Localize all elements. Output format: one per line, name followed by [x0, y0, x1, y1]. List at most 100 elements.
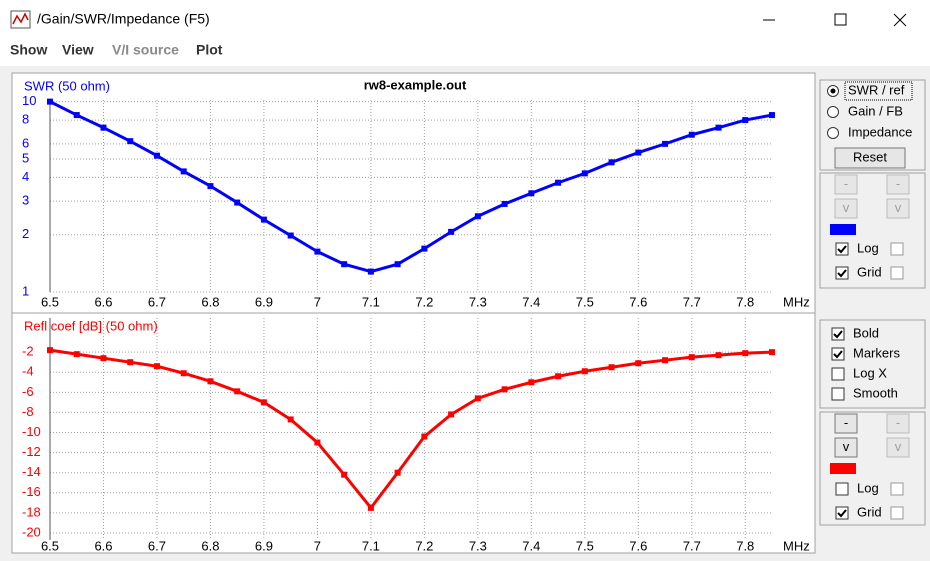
data-marker [742, 350, 749, 357]
checkbox-label: Log X [853, 365, 887, 380]
data-marker [100, 355, 107, 362]
y-tick-label: 10 [22, 93, 36, 108]
x-tick-label: 7.3 [469, 538, 487, 553]
data-marker [581, 368, 588, 375]
data-marker [127, 138, 134, 145]
button-label: v [843, 200, 850, 215]
button[interactable] [886, 437, 910, 458]
data-marker [73, 112, 80, 119]
group-box [819, 172, 926, 289]
radio-button[interactable] [827, 127, 839, 139]
data-marker [100, 124, 107, 131]
checkbox-label: Bold [853, 325, 879, 340]
group-box [819, 319, 926, 409]
button[interactable] [834, 174, 858, 195]
close-cross [893, 13, 907, 27]
data-marker [688, 354, 695, 361]
data-line [49, 100, 773, 274]
close-button[interactable] [893, 13, 907, 27]
checkbox[interactable] [890, 482, 904, 496]
checkbox[interactable] [831, 327, 845, 341]
x-tick-label: 6.9 [255, 538, 273, 553]
x-tick-label: 6.8 [201, 538, 219, 553]
x-tick-label: 6.6 [94, 294, 112, 309]
data-marker [180, 168, 187, 175]
window-title: /Gain/SWR/Impedance (F5) [37, 11, 210, 27]
checkbox-label: Markers [853, 345, 900, 360]
menu-item[interactable]: View [62, 42, 94, 58]
y-tick-label: -18 [22, 504, 41, 519]
x-tick-label: 7.4 [522, 538, 540, 553]
data-marker [608, 159, 615, 166]
data-marker [715, 124, 722, 131]
y-tick-label: 6 [22, 135, 29, 150]
check-mark [837, 269, 847, 278]
data-marker [474, 395, 481, 402]
data-marker [341, 471, 348, 478]
checkbox[interactable] [890, 242, 904, 256]
checkbox-label: Smooth [853, 385, 898, 400]
checkbox[interactable] [835, 506, 849, 520]
data-marker [688, 131, 695, 138]
button-label: v [895, 439, 902, 454]
maximize-button[interactable] [834, 13, 847, 26]
x-tick-label: 7.6 [629, 294, 647, 309]
checkbox[interactable] [835, 482, 849, 496]
button-label: v [895, 200, 902, 215]
y-tick-label: -16 [22, 484, 41, 499]
checkbox[interactable] [831, 347, 845, 361]
data-marker [662, 140, 669, 147]
check-mark [837, 245, 847, 254]
data-marker [769, 112, 775, 119]
data-marker [742, 117, 749, 124]
x-tick-label: 7 [314, 538, 321, 553]
checkbox[interactable] [835, 242, 849, 256]
button[interactable] [834, 198, 858, 219]
data-marker [769, 349, 775, 356]
x-tick-label: 7.5 [576, 538, 594, 553]
menu-item[interactable]: V/I source [112, 42, 179, 58]
button[interactable] [886, 413, 910, 434]
checkbox[interactable] [835, 266, 849, 280]
data-marker [608, 364, 615, 371]
y-tick-label: 1 [22, 283, 29, 298]
x-tick-label: 7.8 [736, 294, 754, 309]
data-marker [47, 347, 53, 354]
menu-item[interactable]: Plot [196, 42, 223, 58]
x-axis-label: MHz [783, 294, 810, 309]
radio-label: Gain / FB [848, 103, 903, 118]
y-tick-label: -6 [22, 384, 34, 399]
checkbox[interactable] [890, 506, 904, 520]
checkbox[interactable] [890, 266, 904, 280]
x-tick-label: 7.8 [736, 538, 754, 553]
data-marker [555, 373, 562, 380]
radio-label: Impedance [848, 124, 912, 139]
y-tick-label: 8 [22, 112, 29, 127]
data-marker [341, 261, 348, 268]
checkbox[interactable] [831, 387, 845, 401]
menu-item[interactable]: Show [10, 42, 47, 58]
data-marker [448, 228, 455, 235]
data-marker [555, 179, 562, 186]
radio-button[interactable] [827, 106, 839, 118]
x-tick-label: 7.3 [469, 294, 487, 309]
data-marker [662, 357, 669, 364]
checkbox[interactable] [831, 367, 845, 381]
color-swatch[interactable] [830, 463, 856, 474]
button[interactable] [834, 147, 906, 169]
button-label: - [844, 415, 848, 430]
y-tick-label: 3 [22, 193, 29, 208]
x-tick-label: 7.2 [415, 538, 433, 553]
title-and-menu-bar [0, 0, 930, 66]
focus-outline [844, 81, 913, 101]
button[interactable] [886, 198, 910, 219]
y-tick-label: -12 [22, 444, 41, 459]
color-swatch[interactable] [830, 224, 856, 235]
button[interactable] [834, 413, 858, 434]
x-tick-label: 6.5 [41, 538, 59, 553]
y-tick-label: -14 [22, 464, 41, 479]
checkbox-label: Grid [857, 264, 882, 279]
button[interactable] [834, 437, 858, 458]
x-tick-label: 7.7 [683, 294, 701, 309]
button[interactable] [886, 174, 910, 195]
